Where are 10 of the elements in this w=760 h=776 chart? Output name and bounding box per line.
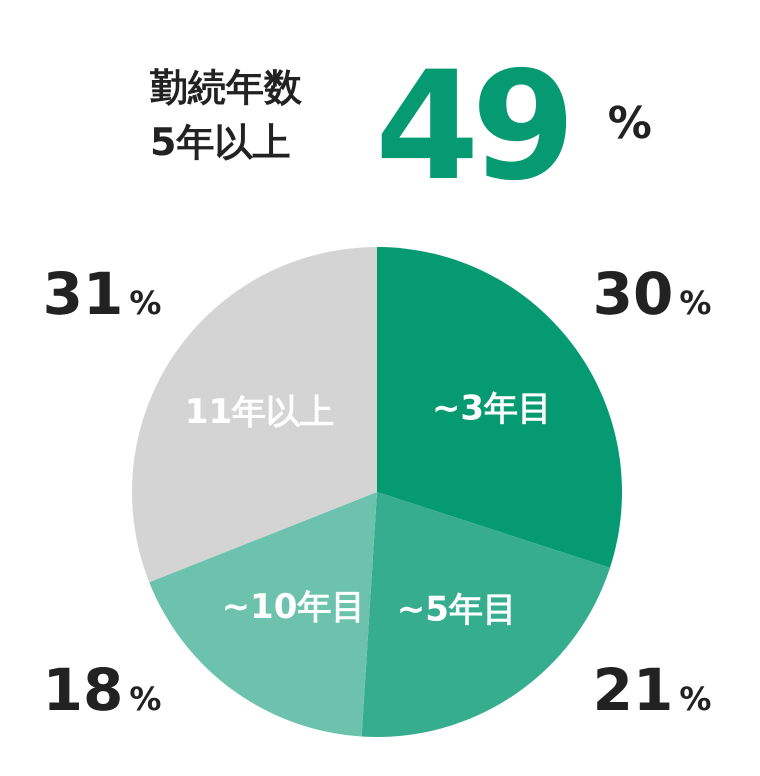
chart-subtitle: 49% (375, 40, 652, 214)
chart-title: 勤続年数 5年以上 (149, 65, 303, 164)
slice-label: ~3年目 (432, 388, 552, 428)
slice-label: ~10年目 (222, 586, 366, 627)
data-label: 21% (592, 656, 712, 724)
slice-label: ~5年目 (396, 590, 517, 630)
data-label: 18% (42, 656, 162, 724)
pie-slice (132, 247, 377, 582)
data-label: 30% (592, 260, 712, 328)
data-label: 31% (42, 260, 162, 328)
